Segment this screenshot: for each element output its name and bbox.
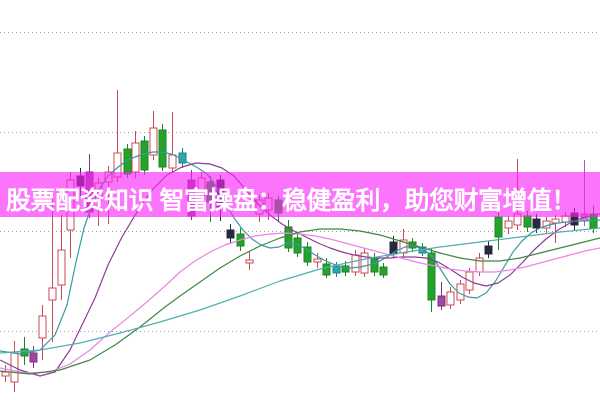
candle-teal xyxy=(332,262,341,277)
ma-lines-layer xyxy=(0,151,600,377)
candle-green xyxy=(140,136,149,175)
candle-red xyxy=(131,131,140,178)
candle-red xyxy=(1,365,10,382)
candle-purple xyxy=(437,282,446,310)
candles-layer xyxy=(1,90,598,392)
candle-red xyxy=(551,215,560,243)
candle-red xyxy=(456,280,465,304)
promo-banner-text: 股票配资知识 智富操盘：稳健盈利，助您财富增值！ xyxy=(6,187,576,215)
candle-red xyxy=(351,250,360,276)
candle-red xyxy=(446,287,455,309)
candle-green xyxy=(427,248,436,312)
candle-red xyxy=(360,248,369,277)
ma-green xyxy=(0,228,600,375)
candle-green xyxy=(158,124,167,171)
candle-green xyxy=(379,263,388,278)
promo-banner: 股票配资知识 智富操盘：稳健盈利，助您财富增值！ xyxy=(0,172,600,217)
ma-long-teal xyxy=(0,227,600,354)
candle-red xyxy=(245,252,254,270)
candle-black xyxy=(226,224,235,243)
candle-black xyxy=(484,241,493,258)
candle-red xyxy=(504,216,513,234)
ma-short-teal xyxy=(0,151,600,355)
candle-red xyxy=(38,305,47,360)
candle-purple xyxy=(29,346,38,368)
candle-red xyxy=(313,253,322,268)
ma-purple xyxy=(0,162,600,377)
candle-green xyxy=(303,242,312,266)
candle-green xyxy=(494,212,503,250)
candle-red xyxy=(57,215,66,300)
ma-pink xyxy=(0,232,600,374)
candle-red xyxy=(168,112,177,173)
candle-red xyxy=(48,196,57,342)
